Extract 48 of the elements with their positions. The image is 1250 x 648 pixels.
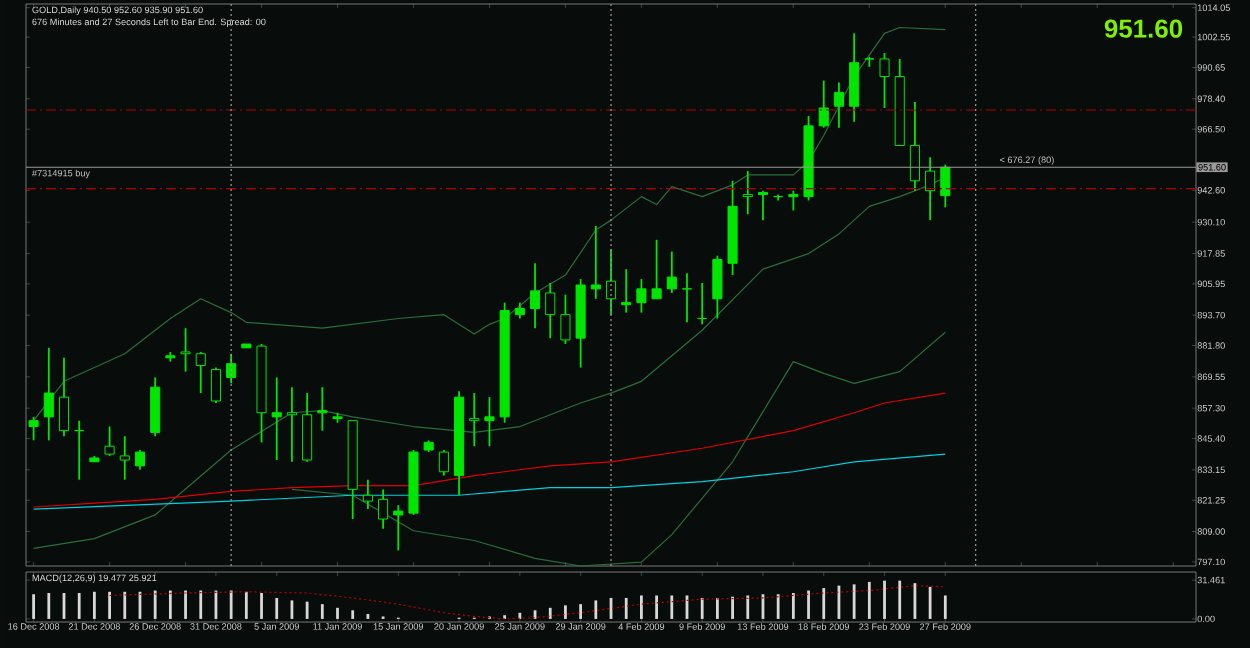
- candlestick: [180, 327, 191, 373]
- candlestick: [484, 396, 495, 448]
- annotation: 951.60: [1104, 19, 1183, 38]
- candlestick: [909, 101, 920, 192]
- line-series: [33, 453, 946, 510]
- candlestick: [317, 386, 328, 432]
- candlestick: [833, 81, 844, 129]
- candlestick: [362, 478, 373, 510]
- candlestick: [271, 376, 282, 461]
- candlestick: [104, 425, 115, 457]
- candlestick: [818, 79, 829, 129]
- candlestick: [788, 189, 799, 212]
- candlestick: [134, 449, 146, 471]
- candlestick: [712, 254, 723, 320]
- candlestick: [560, 293, 571, 345]
- candlestick: [697, 282, 708, 326]
- candlestick: [590, 225, 601, 300]
- candlestick: [210, 366, 221, 404]
- line-series: [291, 331, 946, 567]
- candlestick: [621, 268, 632, 314]
- candlestick: [636, 278, 647, 314]
- candlestick: [742, 170, 753, 216]
- candlestick: [940, 163, 951, 209]
- candlestick: [681, 272, 693, 324]
- candlestick: [849, 32, 860, 123]
- candlestick: [438, 449, 449, 477]
- candlestick: [393, 504, 404, 552]
- candlestick: [666, 250, 677, 294]
- candlestick: [28, 415, 39, 442]
- candlestick: [74, 419, 85, 481]
- candlestick: [119, 435, 130, 481]
- candlestick: [58, 356, 70, 438]
- candlestick: [757, 189, 769, 222]
- candlestick: [302, 392, 313, 463]
- candlestick: [925, 156, 936, 222]
- candlestick: [529, 262, 541, 330]
- candlestick: [43, 346, 54, 442]
- line-series: [108, 584, 946, 620]
- candlestick: [195, 351, 206, 394]
- candlestick: [651, 238, 662, 300]
- candlestick: [605, 248, 617, 316]
- candlestick: [545, 282, 556, 340]
- candlestick: [469, 392, 480, 448]
- candlestick: [879, 52, 890, 109]
- line-series: [33, 392, 946, 508]
- candlestick: [286, 386, 297, 463]
- candlestick: [150, 376, 161, 438]
- candlestick: [378, 488, 389, 530]
